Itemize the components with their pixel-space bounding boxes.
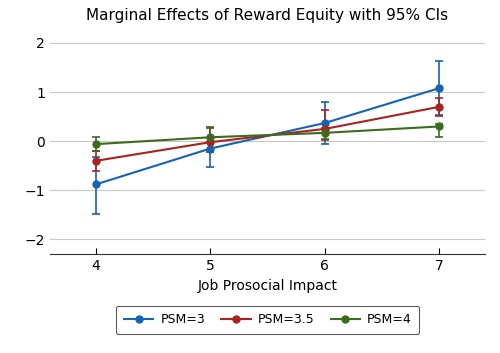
PSM=3 — [208, 146, 214, 151]
PSM=4 — [93, 142, 99, 146]
PSM=3 — [322, 121, 328, 125]
PSM=4 — [436, 124, 442, 128]
PSM=3.5 — [322, 127, 328, 131]
PSM=3.5 — [93, 159, 99, 163]
Legend: PSM=3, PSM=3.5, PSM=4: PSM=3, PSM=3.5, PSM=4 — [116, 306, 420, 334]
X-axis label: Job Prosocial Impact: Job Prosocial Impact — [198, 279, 338, 293]
Line: PSM=4: PSM=4 — [92, 123, 442, 148]
PSM=4 — [208, 135, 214, 139]
Line: PSM=3: PSM=3 — [92, 85, 442, 188]
PSM=4 — [322, 131, 328, 135]
PSM=3 — [93, 182, 99, 186]
PSM=3 — [436, 86, 442, 90]
PSM=3.5 — [208, 140, 214, 144]
Title: Marginal Effects of Reward Equity with 95% CIs: Marginal Effects of Reward Equity with 9… — [86, 8, 448, 23]
PSM=3.5 — [436, 105, 442, 109]
Line: PSM=3.5: PSM=3.5 — [92, 103, 442, 164]
